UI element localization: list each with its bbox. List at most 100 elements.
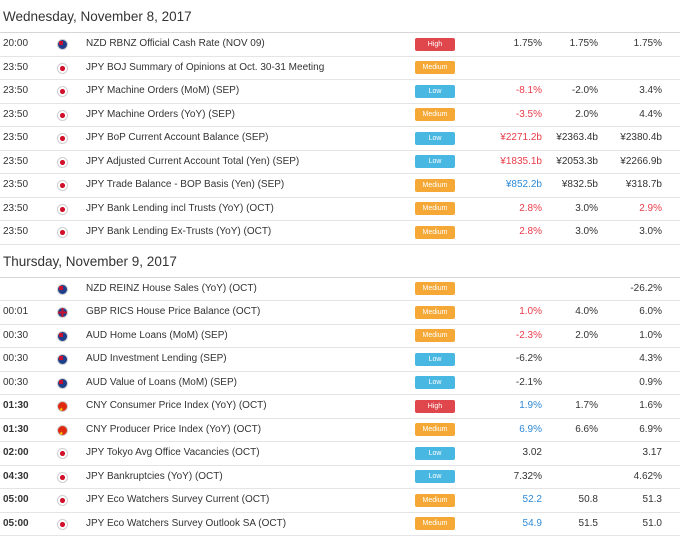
importance-badge: Medium	[415, 61, 455, 74]
event-row[interactable]: 05:00 JPY Eco Watchers Survey Current (OC…	[0, 489, 680, 513]
previous-value: 1.75%	[582, 33, 662, 56]
event-row[interactable]: 23:50 JPY BoP Current Account Balance (SE…	[0, 127, 680, 151]
importance-badge: Low	[415, 376, 455, 389]
event-name[interactable]: NZD REINZ House Sales (YoY) (OCT)	[86, 278, 257, 301]
event-name[interactable]: JPY BoP Current Account Balance (SEP)	[86, 127, 269, 150]
previous-value: ¥318.7b	[582, 174, 662, 197]
event-name[interactable]: JPY Machine Orders (YoY) (SEP)	[86, 104, 235, 127]
importance-badge: Low	[415, 132, 455, 145]
event-name[interactable]: JPY BOJ Summary of Opinions at Oct. 30-3…	[86, 57, 324, 80]
event-time: 04:30	[3, 466, 29, 489]
jp-flag-icon	[57, 472, 68, 483]
previous-value: 51.0	[582, 513, 662, 536]
importance-badge: Low	[415, 470, 455, 483]
nz-flag-icon	[57, 39, 68, 50]
jp-flag-icon	[57, 180, 68, 191]
nz-flag-icon	[57, 284, 68, 295]
date-header: Wednesday, November 8, 2017	[0, 0, 680, 33]
au-flag-icon	[57, 331, 68, 342]
au-flag-icon	[57, 354, 68, 365]
event-row[interactable]: 23:50 JPY BOJ Summary of Opinions at Oct.…	[0, 57, 680, 81]
event-row[interactable]: 23:50 JPY Bank Lending incl Trusts (YoY) …	[0, 198, 680, 222]
jp-flag-icon	[57, 63, 68, 74]
event-time: 05:00	[3, 489, 29, 512]
actual-value: 7.32%	[462, 466, 542, 489]
event-row[interactable]: 00:01 GBP RICS House Price Balance (OCT) M…	[0, 301, 680, 325]
previous-value: ¥2266.9b	[582, 151, 662, 174]
event-name[interactable]: JPY Eco Watchers Survey Current (OCT)	[86, 489, 269, 512]
event-time: 23:50	[3, 198, 28, 221]
au-flag-icon	[57, 378, 68, 389]
importance-badge: Low	[415, 353, 455, 366]
cn-flag-icon	[57, 401, 68, 412]
event-time: 02:00	[3, 442, 29, 465]
event-name[interactable]: AUD Value of Loans (MoM) (SEP)	[86, 372, 237, 395]
importance-badge: Low	[415, 155, 455, 168]
event-row[interactable]: 23:50 JPY Trade Balance - BOP Basis (Yen)…	[0, 174, 680, 198]
previous-value: 3.4%	[582, 80, 662, 103]
event-time: 23:50	[3, 127, 28, 150]
actual-value: -2.1%	[462, 372, 542, 395]
event-name[interactable]: AUD Home Loans (MoM) (SEP)	[86, 325, 228, 348]
event-name[interactable]: CNY Consumer Price Index (YoY) (OCT)	[86, 395, 267, 418]
event-row[interactable]: 23:50 JPY Adjusted Current Account Total …	[0, 151, 680, 175]
importance-badge: Medium	[415, 108, 455, 121]
importance-badge: Low	[415, 85, 455, 98]
event-row[interactable]: 01:30CNY Consumer Price Index (YoY) (OCT…	[0, 395, 680, 419]
importance-badge: Medium	[415, 226, 455, 239]
jp-flag-icon	[57, 110, 68, 121]
event-time: 01:30	[3, 419, 29, 442]
event-row[interactable]: 02:00 JPY Tokyo Avg Office Vacancies (OCT…	[0, 442, 680, 466]
event-time: 05:00	[3, 513, 29, 536]
event-row[interactable]: 04:30 JPY Bankruptcies (YoY) (OCT) Low 7.32…	[0, 466, 680, 490]
jp-flag-icon	[57, 157, 68, 168]
actual-value: 3.02	[462, 442, 542, 465]
event-time: 23:50	[3, 80, 28, 103]
previous-value: 4.3%	[582, 348, 662, 371]
previous-value: 1.6%	[582, 395, 662, 418]
event-row[interactable]: 23:50 JPY Machine Orders (YoY) (SEP) Mediu…	[0, 104, 680, 128]
importance-badge: Medium	[415, 179, 455, 192]
event-name[interactable]: JPY Trade Balance - BOP Basis (Yen) (SEP…	[86, 174, 284, 197]
date-header: Thursday, November 9, 2017	[0, 245, 680, 278]
cn-flag-icon	[57, 425, 68, 436]
previous-value: 3.17	[582, 442, 662, 465]
previous-value: 1.0%	[582, 325, 662, 348]
event-name[interactable]: JPY Adjusted Current Account Total (Yen)…	[86, 151, 299, 174]
importance-badge: High	[415, 38, 455, 51]
event-row[interactable]: 01:30 CNY Producer Price Index (YoY) (OCT…	[0, 419, 680, 443]
jp-flag-icon	[57, 519, 68, 530]
jp-flag-icon	[57, 86, 68, 97]
event-time: 23:50	[3, 174, 28, 197]
event-name[interactable]: JPY Bankruptcies (YoY) (OCT)	[86, 466, 223, 489]
event-time: 00:30	[3, 372, 28, 395]
event-name[interactable]: JPY Bank Lending Ex-Trusts (YoY) (OCT)	[86, 221, 271, 244]
importance-badge: Medium	[415, 282, 455, 295]
event-name[interactable]: AUD Investment Lending (SEP)	[86, 348, 227, 371]
previous-value: 2.9%	[582, 198, 662, 221]
event-time: 00:01	[3, 301, 28, 324]
event-name[interactable]: JPY Tokyo Avg Office Vacancies (OCT)	[86, 442, 260, 465]
actual-value: -6.2%	[462, 348, 542, 371]
event-row[interactable]: NZD REINZ House Sales (YoY) (OCT)Medium-…	[0, 278, 680, 302]
event-time: 23:50	[3, 57, 28, 80]
event-row[interactable]: 00:30 AUD Value of Loans (MoM) (SEP) Low -2…	[0, 372, 680, 396]
event-name[interactable]: JPY Eco Watchers Survey Outlook SA (OCT)	[86, 513, 286, 536]
event-name[interactable]: JPY Bank Lending incl Trusts (YoY) (OCT)	[86, 198, 274, 221]
event-name[interactable]: CNY Producer Price Index (YoY) (OCT)	[86, 419, 261, 442]
event-time: 23:50	[3, 151, 28, 174]
event-time: 23:50	[3, 104, 28, 127]
importance-badge: Medium	[415, 306, 455, 319]
importance-badge: Medium	[415, 329, 455, 342]
event-row[interactable]: 05:00 JPY Eco Watchers Survey Outlook SA …	[0, 513, 680, 536]
event-name[interactable]: NZD RBNZ Official Cash Rate (NOV 09)	[86, 33, 265, 56]
previous-value: 0.9%	[582, 372, 662, 395]
event-name[interactable]: GBP RICS House Price Balance (OCT)	[86, 301, 260, 324]
event-name[interactable]: JPY Machine Orders (MoM) (SEP)	[86, 80, 239, 103]
previous-value: 4.62%	[582, 466, 662, 489]
